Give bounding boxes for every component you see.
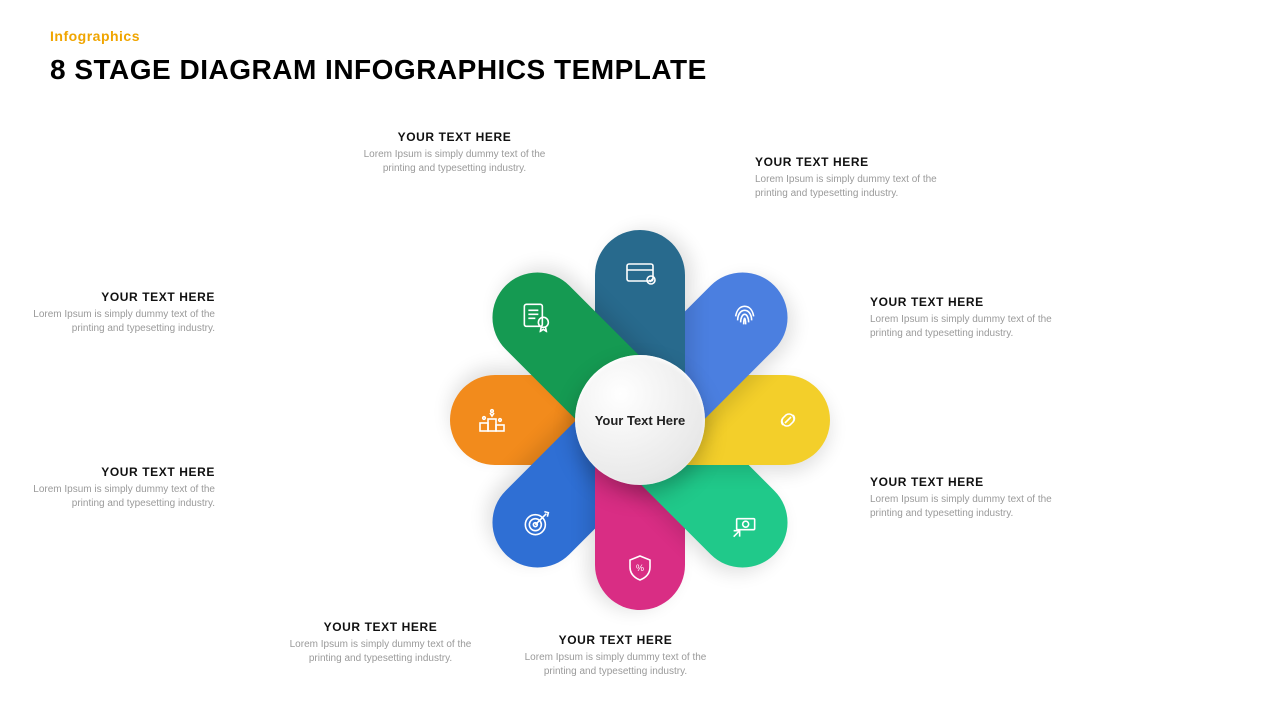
stage-label-2: YOUR TEXT HERE Lorem Ipsum is simply dumm…: [870, 295, 1065, 340]
link-icon: [768, 400, 808, 440]
stage-label-4: YOUR TEXT HERE Lorem Ipsum is simply dumm…: [518, 633, 713, 678]
target-icon: [515, 505, 555, 545]
stage-body-6: Lorem Ipsum is simply dummy text of the …: [20, 483, 215, 510]
stage-body-1: Lorem Ipsum is simply dummy text of the …: [755, 173, 950, 200]
stage-body-5: Lorem Ipsum is simply dummy text of the …: [283, 638, 478, 665]
stage-label-0: YOUR TEXT HERE Lorem Ipsum is simply dumm…: [357, 130, 552, 175]
stage-heading-5: YOUR TEXT HERE: [283, 620, 478, 634]
page-title: 8 STAGE DIAGRAM INFOGRAPHICS TEMPLATE: [50, 54, 707, 86]
stage-heading-1: YOUR TEXT HERE: [755, 155, 950, 169]
stage-heading-7: YOUR TEXT HERE: [20, 290, 215, 304]
stage-heading-4: YOUR TEXT HERE: [518, 633, 713, 647]
header-subtitle: Infographics: [50, 28, 140, 44]
stage-body-0: Lorem Ipsum is simply dummy text of the …: [357, 148, 552, 175]
certificate-icon: [515, 295, 555, 335]
stage-heading-3: YOUR TEXT HERE: [870, 475, 1065, 489]
hub-label: Your Text Here: [595, 413, 686, 428]
podium-icon: [472, 400, 512, 440]
stage-body-7: Lorem Ipsum is simply dummy text of the …: [20, 308, 215, 335]
stage-label-7: YOUR TEXT HERE Lorem Ipsum is simply dumm…: [20, 290, 215, 335]
stage-label-1: YOUR TEXT HERE Lorem Ipsum is simply dumm…: [755, 155, 950, 200]
money-icon: [725, 505, 765, 545]
card-icon: [620, 252, 660, 292]
stage-body-3: Lorem Ipsum is simply dummy text of the …: [870, 493, 1065, 520]
stage-label-5: YOUR TEXT HERE Lorem Ipsum is simply dumm…: [283, 620, 478, 665]
hub-circle: Your Text Here: [575, 355, 705, 485]
stage-body-2: Lorem Ipsum is simply dummy text of the …: [870, 313, 1065, 340]
stage-heading-2: YOUR TEXT HERE: [870, 295, 1065, 309]
stage-body-4: Lorem Ipsum is simply dummy text of the …: [518, 651, 713, 678]
shield-icon: [620, 548, 660, 588]
stage-heading-0: YOUR TEXT HERE: [357, 130, 552, 144]
stage-heading-6: YOUR TEXT HERE: [20, 465, 215, 479]
stage-label-6: YOUR TEXT HERE Lorem Ipsum is simply dumm…: [20, 465, 215, 510]
fingerprint-icon: [725, 295, 765, 335]
stage-label-3: YOUR TEXT HERE Lorem Ipsum is simply dumm…: [870, 475, 1065, 520]
